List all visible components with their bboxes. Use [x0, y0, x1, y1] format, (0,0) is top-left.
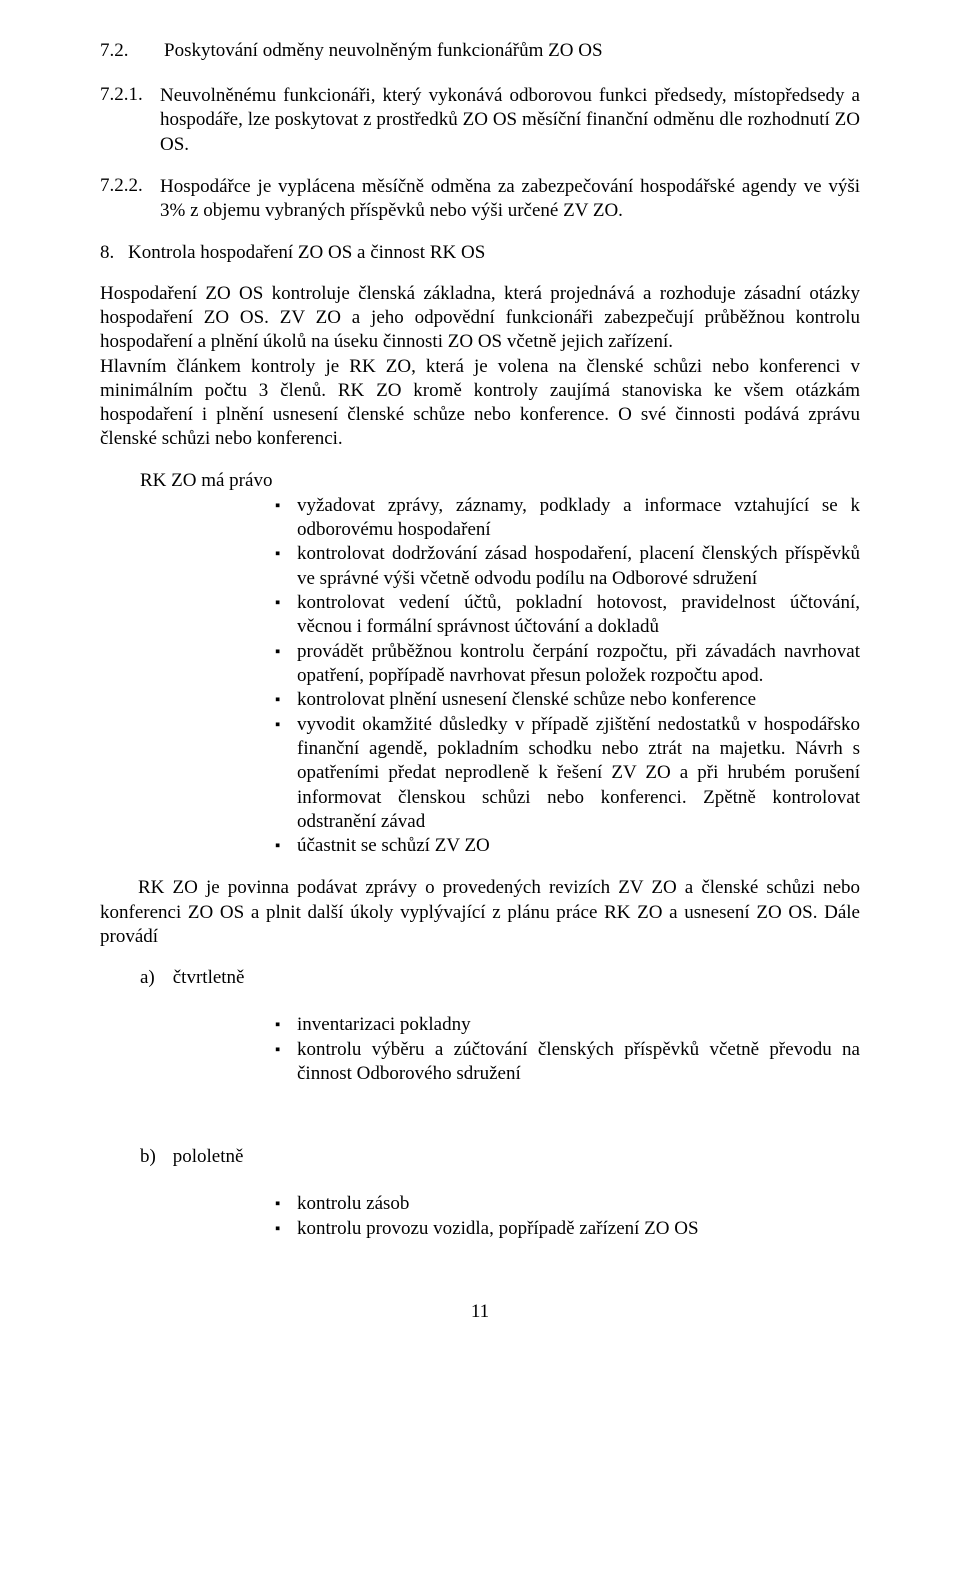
list-item-text: provádět průběžnou kontrolu čerpání rozp…	[297, 640, 860, 689]
bullet-icon: ▪	[275, 494, 297, 543]
heading-8: 8. Kontrola hospodaření ZO OS a činnost …	[100, 242, 860, 264]
item-7-2-2-num: 7.2.2.	[100, 175, 160, 224]
paragraph-1: Hospodaření ZO OS kontroluje členská zák…	[100, 282, 860, 452]
heading-8-num: 8.	[100, 242, 128, 264]
bullet-icon: ▪	[275, 542, 297, 591]
list-item: ▪provádět průběžnou kontrolu čerpání roz…	[275, 640, 860, 689]
paragraph-3-text: RK ZO je povinna podávat zprávy o proved…	[100, 877, 860, 947]
item-7-2-2: 7.2.2. Hospodářce je vyplácena měsíčně o…	[100, 175, 860, 224]
bullet-icon: ▪	[275, 713, 297, 835]
list-item: ▪kontrolu zásob	[275, 1192, 860, 1216]
heading-7-2: 7.2. Poskytování odměny neuvolněným funk…	[100, 40, 860, 62]
list-item: ▪vyžadovat zprávy, záznamy, podklady a i…	[275, 494, 860, 543]
rk-bullet-list: ▪vyžadovat zprávy, záznamy, podklady a i…	[275, 494, 860, 859]
list-item: ▪kontrolovat plnění usnesení členské sch…	[275, 688, 860, 712]
bullet-icon: ▪	[275, 688, 297, 712]
rk-intro: RK ZO má právo	[140, 470, 860, 492]
list-item-text: kontrolovat plnění usnesení členské schů…	[297, 688, 860, 712]
bullet-icon: ▪	[275, 1013, 297, 1037]
letter-b: b) pololetně	[140, 1146, 860, 1168]
list-item-text: vyvodit okamžité důsledky v případě zjiš…	[297, 713, 860, 835]
list-item: ▪kontrolu provozu vozidla, popřípadě zař…	[275, 1217, 860, 1241]
letter-a: a) čtvrtletně	[140, 967, 860, 989]
b-bullet-list: ▪kontrolu zásob▪kontrolu provozu vozidla…	[275, 1192, 860, 1241]
letter-a-marker: a)	[140, 967, 168, 989]
bullet-icon: ▪	[275, 834, 297, 858]
bullet-icon: ▪	[275, 1217, 297, 1241]
list-item: ▪inventarizaci pokladny	[275, 1013, 860, 1037]
list-item-text: kontrolu výběru a zúčtování členských př…	[297, 1038, 860, 1087]
list-item-text: inventarizaci pokladny	[297, 1013, 860, 1037]
letter-b-label: pololetně	[173, 1146, 244, 1167]
list-item-text: kontrolovat dodržování zásad hospodaření…	[297, 542, 860, 591]
list-item: ▪kontrolu výběru a zúčtování členských p…	[275, 1038, 860, 1087]
list-item: ▪kontrolovat vedení účtů, pokladní hotov…	[275, 591, 860, 640]
letter-b-marker: b)	[140, 1146, 168, 1168]
item-7-2-2-text: Hospodářce je vyplácena měsíčně odměna z…	[160, 175, 860, 224]
list-item-text: kontrolu zásob	[297, 1192, 860, 1216]
paragraph-1-text: Hospodaření ZO OS kontroluje členská zák…	[100, 283, 860, 353]
list-item: ▪vyvodit okamžité důsledky v případě zji…	[275, 713, 860, 835]
list-item-text: účastnit se schůzí ZV ZO	[297, 834, 860, 858]
a-bullet-list: ▪inventarizaci pokladny▪kontrolu výběru …	[275, 1013, 860, 1086]
item-7-2-1-text: Neuvolněnému funkcionáři, který vykonává…	[160, 84, 860, 157]
item-7-2-1: 7.2.1. Neuvolněnému funkcionáři, který v…	[100, 84, 860, 157]
list-item-text: vyžadovat zprávy, záznamy, podklady a in…	[297, 494, 860, 543]
letter-a-label: čtvrtletně	[173, 967, 245, 988]
paragraph-3: RK ZO je povinna podávat zprávy o proved…	[100, 876, 860, 949]
list-item: ▪kontrolovat dodržování zásad hospodařen…	[275, 542, 860, 591]
paragraph-2-text: Hlavním článkem kontroly je RK ZO, která…	[100, 356, 860, 450]
heading-8-title: Kontrola hospodaření ZO OS a činnost RK …	[128, 242, 485, 264]
list-item-text: kontrolu provozu vozidla, popřípadě zaří…	[297, 1217, 860, 1241]
heading-7-2-num: 7.2.	[100, 40, 160, 62]
bullet-icon: ▪	[275, 591, 297, 640]
page: 7.2. Poskytování odměny neuvolněným funk…	[0, 0, 960, 1363]
list-item-text: kontrolovat vedení účtů, pokladní hotovo…	[297, 591, 860, 640]
page-number: 11	[100, 1301, 860, 1323]
bullet-icon: ▪	[275, 640, 297, 689]
item-7-2-1-num: 7.2.1.	[100, 84, 160, 157]
list-item: ▪účastnit se schůzí ZV ZO	[275, 834, 860, 858]
bullet-icon: ▪	[275, 1038, 297, 1087]
heading-7-2-title: Poskytování odměny neuvolněným funkcioná…	[164, 40, 603, 62]
bullet-icon: ▪	[275, 1192, 297, 1216]
